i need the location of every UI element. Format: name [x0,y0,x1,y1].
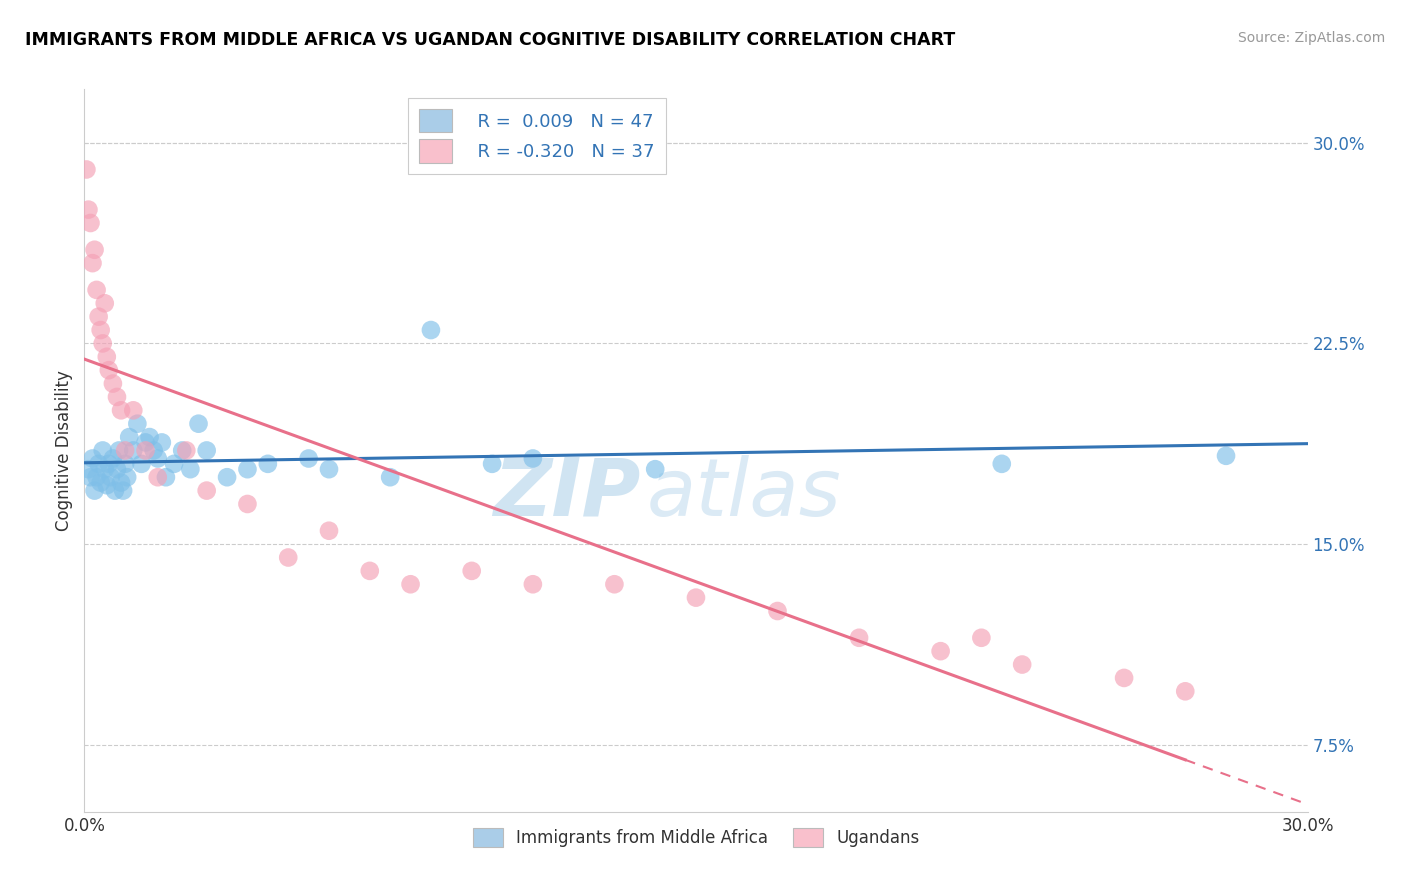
Point [77,202,100,217]
Point [97,457,120,471]
Point [644,462,666,476]
Point [155,470,177,484]
Point [91,443,114,458]
Point [298,451,321,466]
Point [114,443,136,458]
Point [77,462,100,476]
Point [122,403,145,417]
Point [685,591,707,605]
Point [179,462,201,476]
Point [522,451,544,466]
Point [138,430,160,444]
Text: IMMIGRANTS FROM MIDDLE AFRICA VS UGANDAN COGNITIVE DISABILITY CORRELATION CHART: IMMIGRANTS FROM MIDDLE AFRICA VS UGANDAN… [25,31,956,49]
Point [127,417,149,431]
Point [105,390,128,404]
Text: ZIP: ZIP [494,455,641,533]
Text: atlas: atlas [647,455,842,533]
Text: Source: ZipAtlas.com: Source: ZipAtlas.com [1237,31,1385,45]
Point [1215,449,1237,463]
Point [929,644,952,658]
Point [110,403,132,417]
Point [118,430,141,444]
Point [87,310,110,324]
Point [146,451,169,466]
Point [195,443,218,458]
Point [1174,684,1197,698]
Point [101,451,124,466]
Point [420,323,443,337]
Point [104,483,127,498]
Point [93,462,115,476]
Point [108,443,131,458]
Point [75,162,97,177]
Point [150,435,173,450]
Point [86,283,108,297]
Point [100,470,122,484]
Point [91,336,114,351]
Point [146,470,169,484]
Point [236,462,259,476]
Point [163,457,186,471]
Point [115,470,138,484]
Point [90,475,112,490]
Point [318,524,340,538]
Point [172,443,194,458]
Point [87,457,110,471]
Point [83,483,105,498]
Point [970,631,993,645]
Point [79,470,101,484]
Point [96,350,118,364]
Point [236,497,259,511]
Point [195,483,218,498]
Point [112,483,135,498]
Point [603,577,626,591]
Point [110,475,132,490]
Point [105,462,128,476]
Point [93,296,115,310]
Point [848,631,870,645]
Point [399,577,422,591]
Point [318,462,340,476]
Point [122,443,145,458]
Legend: Immigrants from Middle Africa, Ugandans: Immigrants from Middle Africa, Ugandans [465,822,927,854]
Point [101,376,124,391]
Point [97,363,120,377]
Point [96,478,118,492]
Point [114,457,136,471]
Point [187,417,209,431]
Point [380,470,402,484]
Y-axis label: Cognitive Disability: Cognitive Disability [55,370,73,531]
Point [991,457,1014,471]
Point [1011,657,1033,672]
Point [174,443,197,458]
Point [82,451,104,466]
Point [461,564,484,578]
Point [766,604,789,618]
Point [1114,671,1136,685]
Point [522,577,544,591]
Point [277,550,299,565]
Point [481,457,503,471]
Point [142,443,165,458]
Point [217,470,239,484]
Point [135,443,157,458]
Point [82,256,104,270]
Point [135,435,157,450]
Point [83,243,105,257]
Point [131,457,153,471]
Point [79,216,101,230]
Point [257,457,280,471]
Point [359,564,381,578]
Point [90,323,112,337]
Point [86,470,108,484]
